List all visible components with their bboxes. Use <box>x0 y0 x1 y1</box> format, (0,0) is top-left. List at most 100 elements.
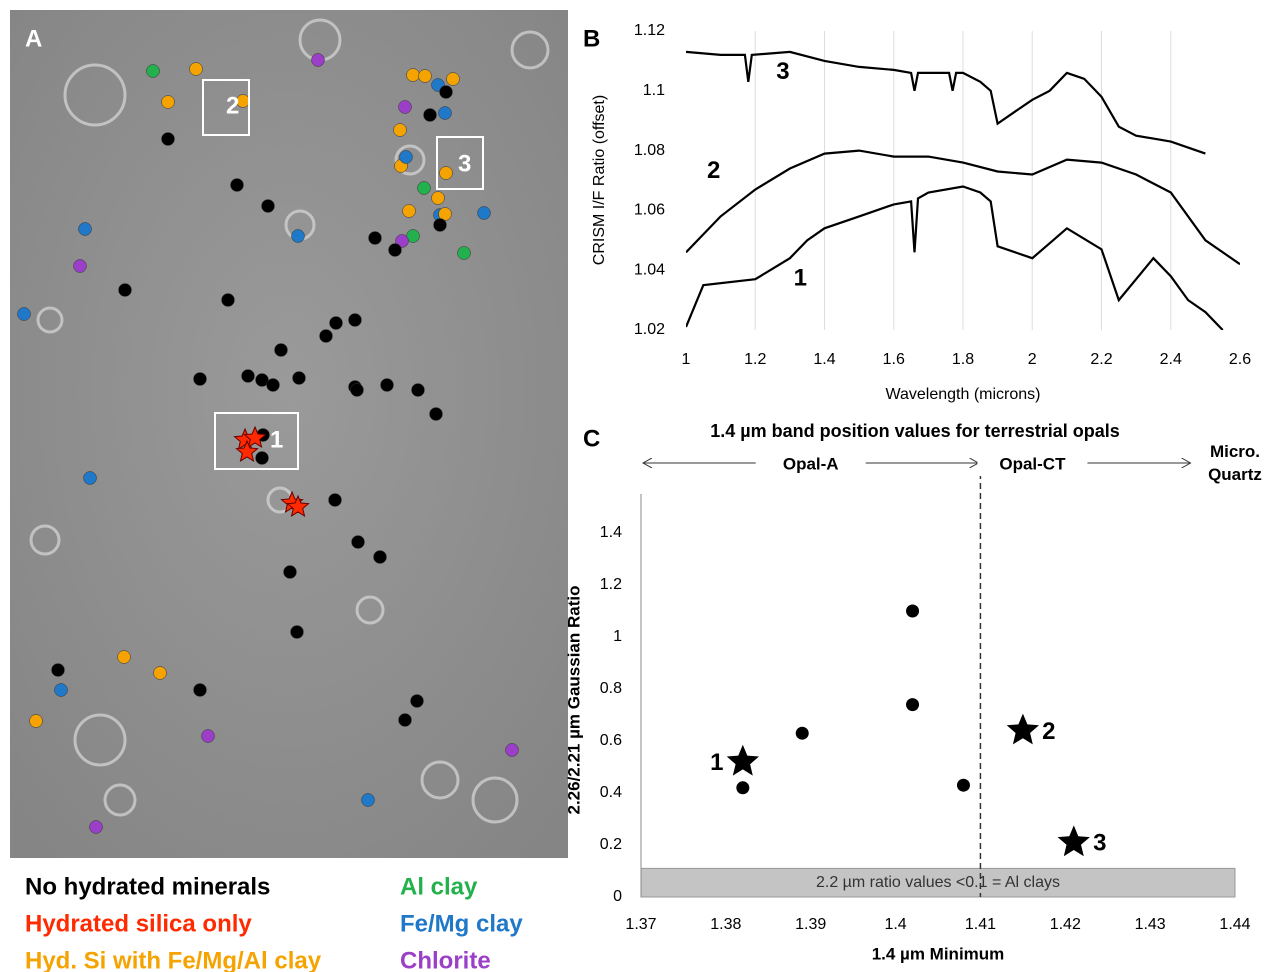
panel-label: A <box>25 25 42 52</box>
map-detection <box>52 664 65 677</box>
series-label: 3 <box>776 58 789 85</box>
y-tick-label: 0.8 <box>600 680 622 697</box>
map-detection <box>447 73 460 86</box>
point-label: 2 <box>1042 718 1055 745</box>
x-tick-label: 1.43 <box>1135 916 1166 933</box>
map-box-label: 2 <box>226 92 239 119</box>
range-end-label: Micro. Quartz <box>1208 442 1262 484</box>
scatter-point <box>957 779 970 792</box>
band-label: 2.2 µm ratio values <0.1 = Al clays <box>816 874 1060 891</box>
legend-entry: Chlorite <box>400 947 491 972</box>
y-tick-label: 0.4 <box>600 784 622 801</box>
map-detection <box>411 695 424 708</box>
chart-title: 1.4 µm band position values for terrestr… <box>710 421 1119 441</box>
x-tick-label: 2 <box>1028 351 1037 368</box>
map-detection <box>90 821 103 834</box>
panel-label: B <box>583 25 600 52</box>
map-detection <box>154 667 167 680</box>
map-detection <box>284 566 297 579</box>
map-box-label: 1 <box>270 426 283 453</box>
map-detection <box>381 379 394 392</box>
x-axis-label: Wavelength (microns) <box>885 386 1040 403</box>
scatter-point <box>796 727 809 740</box>
x-tick-label: 1.41 <box>965 916 996 933</box>
map-detection <box>74 260 87 273</box>
panel-label: C <box>583 425 600 452</box>
y-tick-label: 0.6 <box>600 732 622 749</box>
scatter-point <box>906 698 919 711</box>
y-axis-label: 2.26/2.21 µm Gaussian Ratio <box>564 585 583 814</box>
y-tick-label: 1.04 <box>634 261 665 278</box>
map-detection <box>293 372 306 385</box>
map-detection <box>84 472 97 485</box>
series-label: 2 <box>707 157 720 184</box>
map-detection <box>506 744 519 757</box>
map-detection <box>362 794 375 807</box>
map-detection <box>352 536 365 549</box>
page: A123No hydrated mineralsHydrated silica … <box>0 0 1278 972</box>
map-detection <box>403 205 416 218</box>
spectrum-line <box>686 187 1223 331</box>
map-detection <box>418 182 431 195</box>
star-point <box>1007 714 1039 745</box>
x-tick-label: 1.37 <box>625 916 656 933</box>
y-tick-label: 1 <box>613 628 622 645</box>
map-detection <box>430 408 443 421</box>
map-detection <box>231 179 244 192</box>
map-detection <box>440 167 453 180</box>
map-detection <box>262 200 275 213</box>
map-detection <box>434 219 447 232</box>
map-detection <box>399 714 412 727</box>
map-detection <box>190 63 203 76</box>
y-tick-label: 1.4 <box>600 524 622 541</box>
map-detection <box>400 151 413 164</box>
map-detection <box>329 494 342 507</box>
map-detection <box>242 370 255 383</box>
x-tick-label: 1.4 <box>813 351 835 368</box>
map-detection <box>312 54 325 67</box>
y-tick-label: 1.1 <box>643 82 665 99</box>
map-detection <box>222 294 235 307</box>
map-detection <box>407 69 420 82</box>
range-end-word: Micro. <box>1210 442 1260 461</box>
map-detection <box>55 684 68 697</box>
x-tick-label: 1.2 <box>744 351 766 368</box>
scatter-point <box>736 781 749 794</box>
y-tick-label: 0.2 <box>600 836 622 853</box>
x-tick-label: 2.2 <box>1090 351 1112 368</box>
star-point <box>1058 825 1090 856</box>
map-detection <box>439 107 452 120</box>
scatter-point <box>906 605 919 618</box>
map-detection <box>419 70 432 83</box>
y-tick-label: 1.08 <box>634 142 665 159</box>
map-detection <box>118 651 131 664</box>
spectrum-line <box>686 52 1205 154</box>
x-tick-label: 1 <box>682 351 691 368</box>
map-detection <box>267 379 280 392</box>
x-tick-label: 2.4 <box>1160 351 1182 368</box>
x-tick-label: 1.44 <box>1219 916 1250 933</box>
map-detection <box>275 344 288 357</box>
map-detection <box>147 65 160 78</box>
x-tick-label: 1.38 <box>710 916 741 933</box>
x-tick-label: 1.4 <box>884 916 906 933</box>
figure: A123No hydrated mineralsHydrated silica … <box>0 0 1278 972</box>
map-detection <box>351 384 364 397</box>
legend-entry: Hyd. Si with Fe/Mg/Al clay <box>25 947 322 972</box>
range-label: Opal-CT <box>999 454 1066 473</box>
map-detection <box>18 308 31 321</box>
map-detection <box>458 247 471 260</box>
series-label: 1 <box>794 265 807 292</box>
map-detection <box>119 284 132 297</box>
map-detection <box>399 101 412 114</box>
x-tick-label: 2.6 <box>1229 351 1251 368</box>
y-tick-label: 1.2 <box>600 576 622 593</box>
map-detection <box>394 124 407 137</box>
map-detection <box>330 317 343 330</box>
map-box-label: 3 <box>458 150 471 177</box>
map-detection <box>369 232 382 245</box>
range-end-word: Quartz <box>1208 465 1262 484</box>
x-tick-label: 1.39 <box>795 916 826 933</box>
map-detection <box>432 192 445 205</box>
map-detection <box>292 230 305 243</box>
